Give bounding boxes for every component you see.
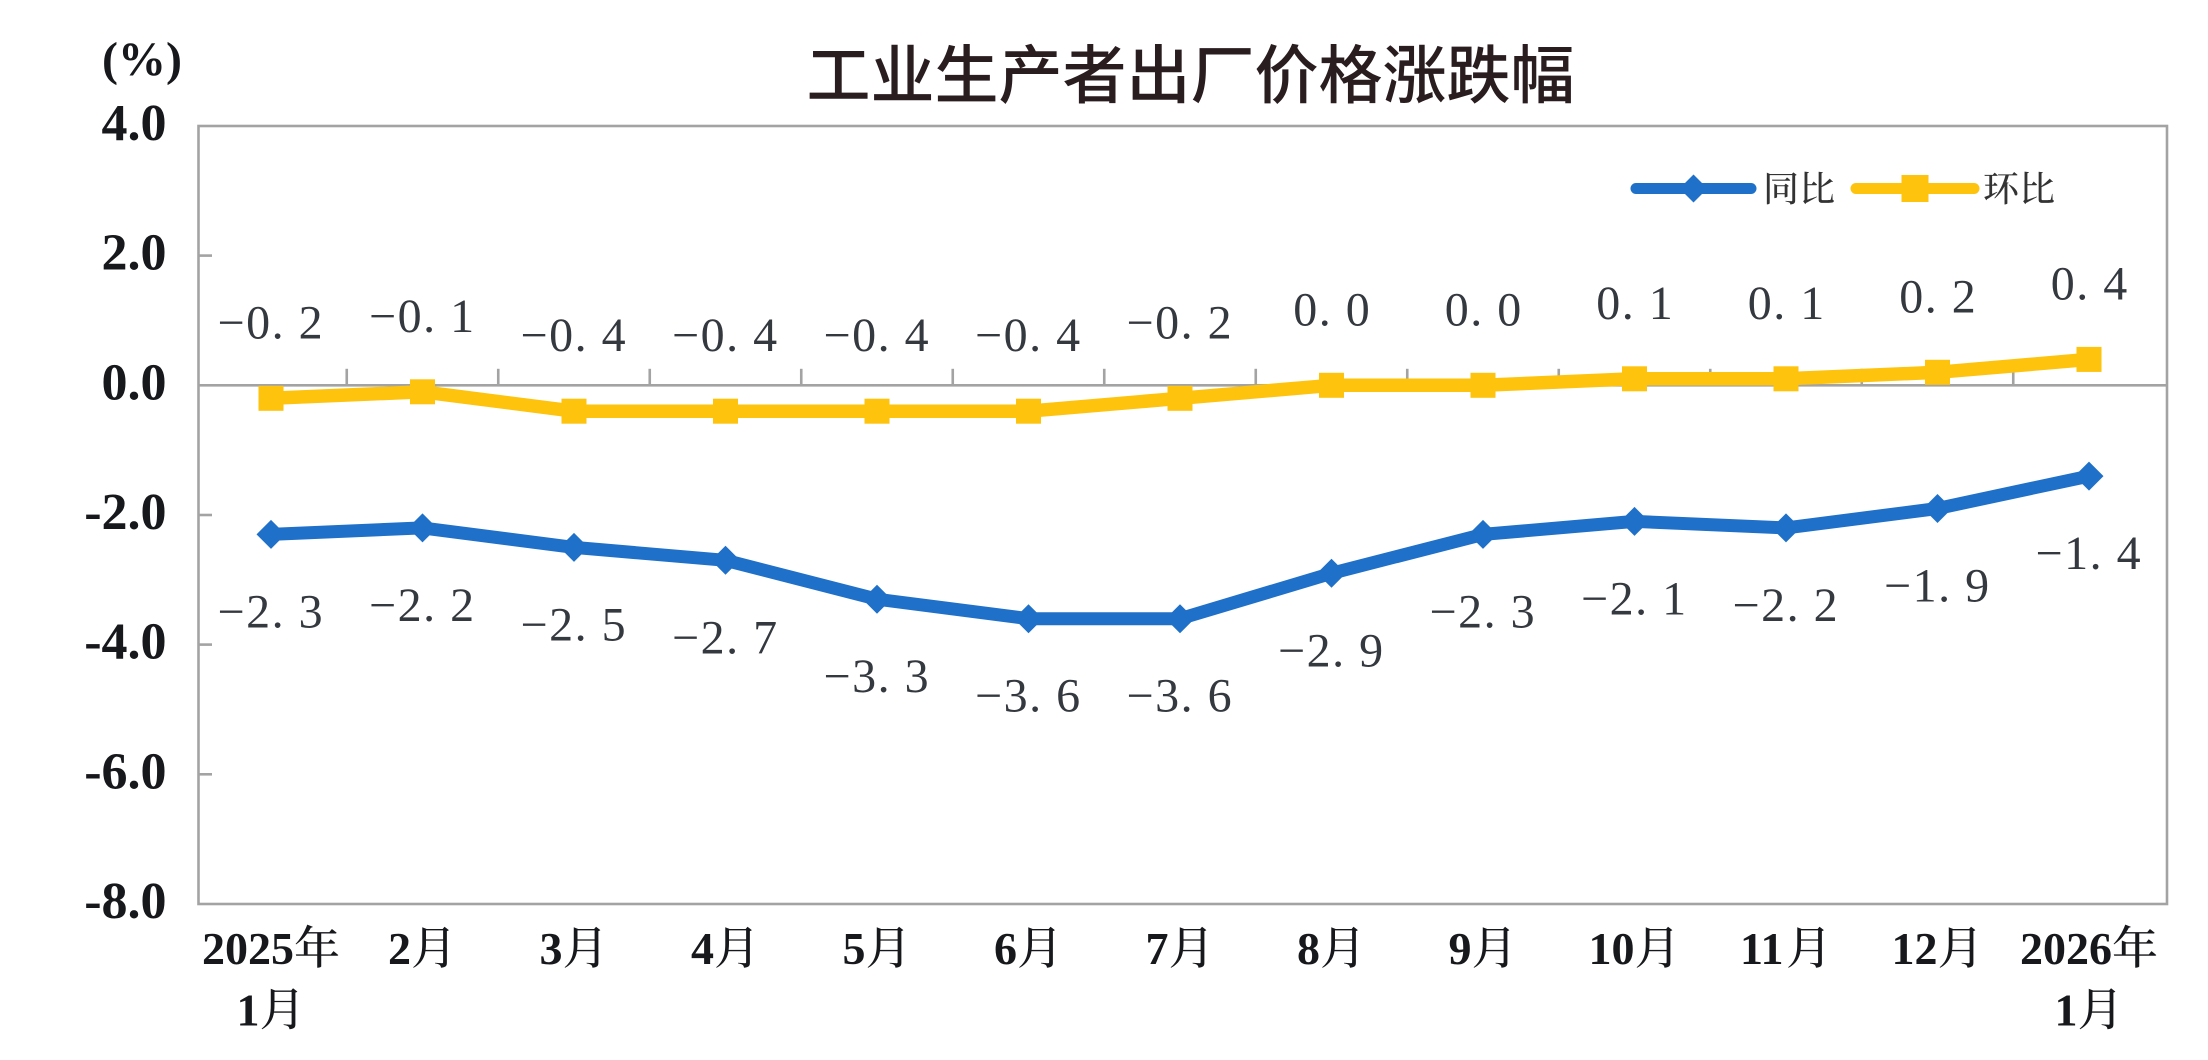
- svg-text:0. 1: 0. 1: [1596, 277, 1674, 330]
- svg-text:−0. 2: −0. 2: [1127, 296, 1234, 349]
- svg-text:11: 11: [1740, 923, 1783, 974]
- svg-text:−2. 3: −2. 3: [1430, 585, 1537, 638]
- svg-text:−3. 3: −3. 3: [824, 650, 931, 703]
- svg-text:4: 4: [691, 923, 714, 974]
- svg-text:8: 8: [1297, 923, 1320, 974]
- svg-text:-6.0: -6.0: [84, 743, 166, 800]
- svg-text:6: 6: [994, 923, 1017, 974]
- svg-text:−2. 7: −2. 7: [672, 611, 779, 664]
- svg-text:2026: 2026: [2020, 923, 2112, 974]
- svg-text:(%): (%): [102, 33, 182, 86]
- svg-text:1: 1: [2055, 985, 2078, 1036]
- svg-text:4.0: 4.0: [102, 95, 167, 152]
- svg-text:0.0: 0.0: [102, 354, 167, 411]
- svg-text:3: 3: [540, 923, 563, 974]
- svg-text:10: 10: [1589, 923, 1635, 974]
- svg-text:0. 0: 0. 0: [1445, 283, 1523, 336]
- svg-text:7: 7: [1146, 923, 1169, 974]
- svg-text:−0. 4: −0. 4: [521, 309, 628, 362]
- svg-text:−2. 5: −2. 5: [521, 598, 628, 651]
- svg-text:−0. 4: −0. 4: [975, 309, 1082, 362]
- svg-text:−0. 1: −0. 1: [369, 290, 476, 343]
- svg-text:−2. 3: −2. 3: [218, 585, 325, 638]
- svg-text:−1. 4: −1. 4: [2036, 527, 2143, 580]
- svg-text:9: 9: [1449, 923, 1472, 974]
- svg-text:−1. 9: −1. 9: [1884, 560, 1991, 613]
- svg-text:0. 2: 0. 2: [1899, 270, 1977, 323]
- svg-text:1: 1: [237, 985, 260, 1036]
- svg-text:−3. 6: −3. 6: [975, 670, 1082, 723]
- svg-text:−2. 2: −2. 2: [369, 579, 476, 632]
- svg-text:0. 4: 0. 4: [2051, 257, 2129, 310]
- svg-text:-2.0: -2.0: [84, 484, 166, 541]
- svg-text:0. 0: 0. 0: [1293, 283, 1371, 336]
- svg-text:−3. 6: −3. 6: [1127, 670, 1234, 723]
- svg-text:−0. 4: −0. 4: [824, 309, 931, 362]
- svg-text:−2. 9: −2. 9: [1278, 624, 1385, 677]
- svg-text:−0. 4: −0. 4: [672, 309, 779, 362]
- svg-text:2.0: 2.0: [102, 225, 167, 282]
- svg-text:-4.0: -4.0: [84, 614, 166, 671]
- svg-text:-8.0: -8.0: [84, 873, 166, 930]
- svg-text:5: 5: [843, 923, 866, 974]
- svg-text:−2. 1: −2. 1: [1581, 572, 1688, 625]
- svg-text:2025: 2025: [202, 923, 294, 974]
- svg-text:2: 2: [388, 923, 411, 974]
- svg-text:−0. 2: −0. 2: [218, 296, 325, 349]
- svg-text:−2. 2: −2. 2: [1733, 579, 1840, 632]
- svg-text:0. 1: 0. 1: [1748, 277, 1826, 330]
- svg-text:12: 12: [1892, 923, 1938, 974]
